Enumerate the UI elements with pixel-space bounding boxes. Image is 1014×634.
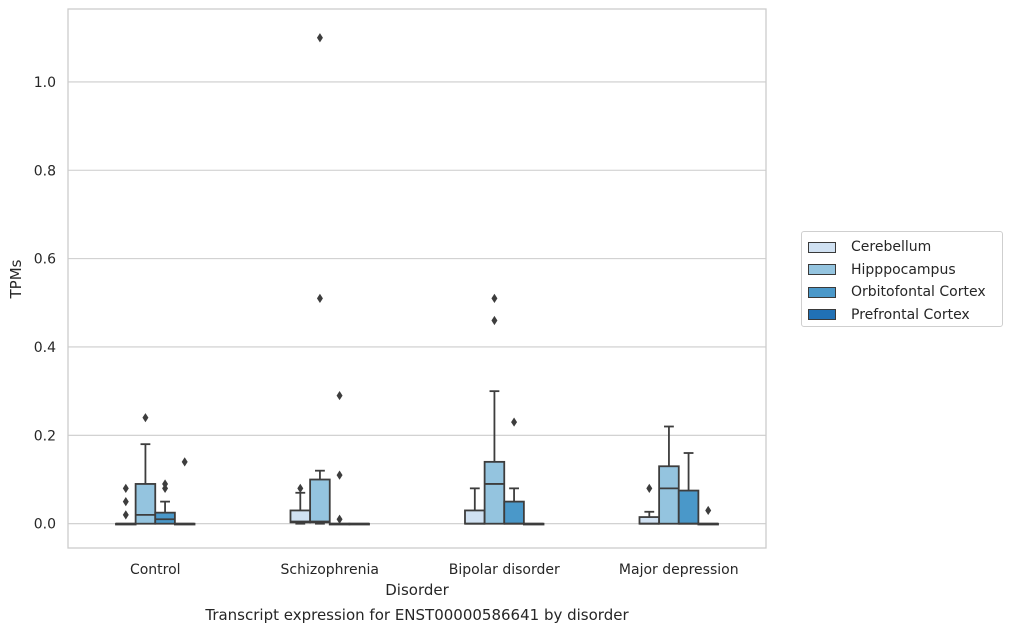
outlier-point	[122, 483, 129, 493]
box-orbitofontal-cortex	[503, 417, 525, 525]
box-cerebellum	[289, 483, 312, 525]
outlier-point	[142, 413, 149, 423]
x-tick-label: Control	[130, 562, 181, 578]
box-body	[289, 509, 312, 524]
outlier-point	[705, 505, 712, 516]
x-axis-label: Disorder	[385, 581, 449, 599]
box-orbitofontal-cortex	[154, 479, 176, 525]
y-tick-label: 0.0	[34, 517, 56, 533]
legend-item: Hipppocampus	[808, 259, 1002, 282]
outlier-point	[336, 470, 343, 480]
legend-swatch	[808, 264, 836, 276]
outlier-point	[491, 315, 498, 326]
outlier-point	[316, 33, 323, 43]
x-tick-label: Bipolar disorder	[449, 562, 560, 578]
box-body	[483, 460, 506, 525]
y-tick-label: 0.4	[34, 340, 56, 356]
y-axis-label: TPMs	[7, 259, 25, 299]
legend-label: Prefrontal Cortex	[851, 306, 970, 323]
box-cerebellum	[464, 487, 486, 525]
x-tick-label: Schizophrenia	[281, 562, 379, 578]
legend-item: Prefrontal Cortex	[808, 304, 1002, 327]
box-body	[464, 509, 486, 525]
outlier-point	[336, 390, 343, 401]
box-prefrontal-cortex	[522, 522, 545, 526]
legend-swatch	[808, 241, 836, 253]
outlier-point	[297, 483, 304, 493]
legend-label: Orbitofontal Cortex	[851, 284, 986, 301]
outlier-point	[646, 483, 653, 493]
y-tick-label: 1.0	[34, 75, 56, 91]
legend-label: Hipppocampus	[851, 261, 956, 278]
chart-caption: Transcript expression for ENST0000058664…	[205, 606, 629, 624]
y-tick-label: 0.6	[34, 252, 56, 268]
x-tick-labels: Control Schizophrenia Bipolar disorder Majo…	[130, 562, 739, 578]
legend-item: Orbitofontal Cortex	[808, 281, 1002, 304]
legend: Cerebellum Hipppocampus Orbitofontal Corte…	[801, 231, 1003, 327]
legend-item: Cerebellum	[808, 236, 1002, 259]
box-body	[503, 500, 525, 525]
legend-label: Cerebellum	[851, 239, 932, 256]
box-prefrontal-cortex	[173, 457, 196, 526]
box-body	[638, 516, 661, 525]
box-hipppocampus	[658, 425, 680, 525]
outlier-point	[162, 479, 169, 489]
outlier-point	[336, 514, 343, 524]
legend-swatch	[808, 309, 836, 321]
box-body	[658, 465, 680, 525]
box-hipppocampus	[483, 293, 506, 525]
box-body	[134, 483, 157, 525]
box-prefrontal-cortex	[697, 505, 719, 526]
outlier-point	[122, 497, 129, 507]
outlier-point	[181, 457, 188, 467]
box-body	[309, 478, 331, 524]
y-tick-labels: 0.0 0.2 0.4 0.6 0.8 1.0	[34, 75, 56, 533]
box-cerebellum	[638, 483, 661, 525]
box-orbitofontal-cortex	[677, 452, 700, 525]
y-tick-label: 0.8	[34, 163, 56, 179]
box-prefrontal-cortex	[348, 522, 370, 526]
box-cerebellum	[115, 483, 137, 526]
grid-lines	[68, 81, 766, 525]
box-orbitofontal-cortex	[328, 390, 351, 526]
outlier-point	[491, 293, 498, 303]
x-tick-label: Major depression	[619, 562, 739, 578]
y-tick-label: 0.2	[34, 428, 56, 444]
outlier-point	[511, 417, 518, 427]
box-body	[154, 511, 176, 525]
outlier-point	[122, 510, 129, 520]
boxes	[115, 33, 719, 526]
plot-frame	[67, 8, 767, 549]
box-hipppocampus	[309, 33, 331, 525]
outlier-point	[316, 293, 323, 303]
legend-swatch	[808, 286, 836, 298]
box-body	[677, 489, 700, 525]
box-hipppocampus	[134, 413, 157, 525]
